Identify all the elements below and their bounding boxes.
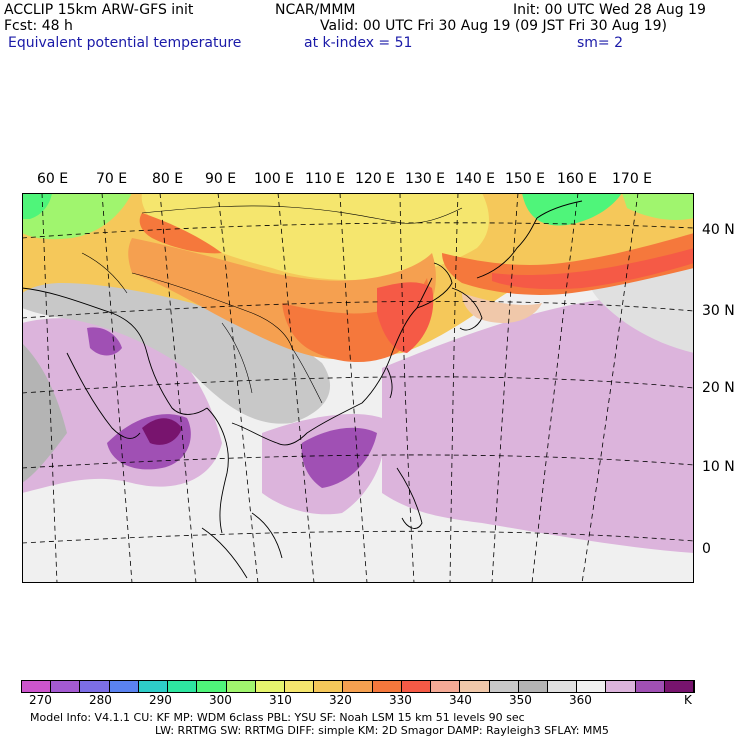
north-india-core	[87, 327, 122, 356]
level-index: at k-index = 51	[304, 35, 413, 51]
colorbar-swatch	[138, 681, 169, 692]
arabian-sea-region	[22, 343, 67, 483]
field-name: Equivalent potential temperature	[8, 35, 242, 51]
longitude-label: 80 E	[152, 171, 184, 187]
colorbar-tick-label: 320	[329, 693, 352, 707]
colorbar-swatch	[168, 681, 198, 692]
longitude-label: 140 E	[455, 171, 496, 187]
colorbar-swatch	[109, 681, 139, 692]
colorbar-tick-label: 360	[569, 693, 592, 707]
longitude-labels: 60 E 70 E 80 E 90 E 100 E 110 E 120 E 130 E 140 …	[0, 171, 740, 189]
coastlines	[22, 200, 583, 579]
colorbar-swatch	[51, 681, 81, 692]
colorbar-swatch	[197, 681, 227, 692]
colorbar-swatch	[314, 681, 344, 692]
northwest-cool-region	[22, 193, 52, 219]
colorbar-tick-label: K	[684, 693, 692, 707]
colorbar-swatch	[80, 681, 110, 692]
northeast-cool-region	[622, 193, 694, 220]
colorbar-swatch	[606, 681, 636, 692]
colorbar-tick-label: 280	[89, 693, 112, 707]
country-borders	[81, 205, 463, 404]
colorbar-tick-label: 270	[29, 693, 52, 707]
valid-time: Valid: 00 UTC Fri 30 Aug 19 (09 JST Fri …	[320, 18, 668, 34]
mongolia-region	[141, 193, 489, 280]
colorbar-tick-label: 340	[449, 693, 472, 707]
longitude-label: 90 E	[205, 171, 237, 187]
central-asia-region	[22, 193, 132, 240]
colorbar-swatch	[635, 681, 665, 692]
colorbar-swatch	[664, 681, 695, 692]
colorbar-swatch	[518, 681, 548, 692]
colorbar	[21, 680, 695, 693]
longitude-label: 130 E	[405, 171, 446, 187]
organization-label: NCAR/MMM	[275, 2, 356, 18]
longitude-label: 100 E	[254, 171, 295, 187]
latitude-label: 30 N	[702, 303, 735, 319]
colorbar-tick-label: 310	[269, 693, 292, 707]
colorbar-swatch	[343, 681, 373, 692]
colorbar-swatch	[226, 681, 256, 692]
longitude-label: 160 E	[557, 171, 598, 187]
tarim-warm-patch	[139, 213, 222, 254]
colorbar-swatch	[401, 681, 432, 692]
latitude-labels: 40 N 30 N 20 N 10 N 0	[700, 193, 740, 583]
colorbar-tick-label: 350	[509, 693, 532, 707]
colorbar-swatch	[284, 681, 315, 692]
colorbar-swatch	[372, 681, 402, 692]
init-time: Init: 00 UTC Wed 28 Aug 19	[513, 2, 706, 18]
bay-of-bengal-max	[142, 418, 182, 445]
colorbar-swatch	[431, 681, 461, 692]
east-sea-peach	[462, 293, 542, 323]
longitude-label: 120 E	[355, 171, 396, 187]
colorbar-tick-label: 330	[389, 693, 412, 707]
south-china-sea-core	[301, 427, 377, 488]
longitude-label: 70 E	[96, 171, 128, 187]
colorbar-tick-labels: 270 280 290 300 310 320 330 340 350 360 K	[0, 693, 740, 707]
model-info-line2: LW: RRTMG SW: RRTMG DIFF: simple KM: 2D …	[155, 724, 609, 737]
pacific-moist-region	[382, 297, 694, 553]
longitude-label: 150 E	[505, 171, 546, 187]
model-info-line1: Model Info: V4.1.1 CU: KF MP: WDM 6class…	[30, 711, 525, 724]
map-frame	[22, 193, 694, 583]
graticule	[22, 193, 694, 583]
longitude-label: 60 E	[37, 171, 69, 187]
okhotsk-cool-region	[522, 193, 622, 226]
japan-hot-core	[492, 248, 694, 290]
colorbar-swatch	[22, 681, 52, 692]
colorbar-tick-label: 300	[209, 693, 232, 707]
colorbar-swatch	[577, 681, 607, 692]
latitude-label: 10 N	[702, 459, 735, 475]
latitude-label: 40 N	[702, 222, 735, 238]
equivalent-potential-temperature-map	[22, 193, 694, 583]
east-china-hot-core	[377, 282, 434, 353]
forecast-hour: Fcst: 48 h	[4, 18, 73, 34]
colorbar-swatch	[255, 681, 285, 692]
smoothing-label: sm= 2	[577, 35, 624, 51]
colorbar-tick-label: 290	[149, 693, 172, 707]
colorbar-swatch	[489, 681, 519, 692]
latitude-label: 0	[702, 541, 711, 557]
colorbar-swatch	[547, 681, 578, 692]
model-title: ACCLIP 15km ARW-GFS init	[4, 2, 194, 18]
latitude-label: 20 N	[702, 380, 735, 396]
colorbar-swatch	[460, 681, 490, 692]
longitude-label: 110 E	[305, 171, 346, 187]
longitude-label: 170 E	[612, 171, 653, 187]
